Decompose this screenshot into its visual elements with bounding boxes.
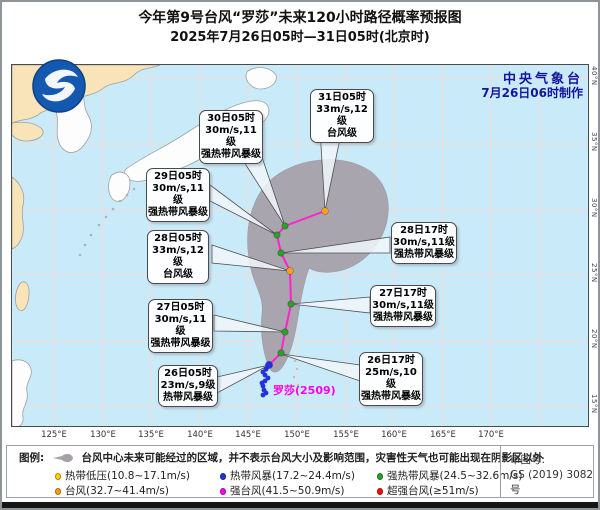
sts-dot-icon <box>377 473 383 480</box>
track-point-28d17h <box>277 249 285 257</box>
legend-title: 图例: <box>19 452 45 464</box>
land-china-coast <box>12 176 25 250</box>
approval-label: 审图号: <box>510 454 546 466</box>
super-ty-dot-icon <box>377 488 383 495</box>
legend-item-ty: 台风(32.7~41.4m/s) <box>55 483 169 498</box>
approval-number: GS (2019) 3082号 <box>510 469 594 496</box>
callout-27d17h: 27日17时 30m/s,11级 强热带风暴级 <box>370 285 436 327</box>
agency-issue-time: 7月26日06时制作 <box>481 86 583 100</box>
legend-cone-note: 台风中心未来可能经过的区域，并不表示台风大小及影响范围，灾害性天气也可能出现在阴… <box>81 452 544 464</box>
lat-tick-30n: 30°N <box>590 198 598 218</box>
callout-27d05h: 27日05时 30m/s,11级 强热带风暴级 <box>148 299 213 353</box>
track-point-30d05h <box>281 222 289 230</box>
lat-tick-15n: 15°N <box>590 394 598 414</box>
land-taiwan <box>15 281 30 312</box>
legend-panel: 图例: 台风中心未来可能经过的区域，并不表示台风大小及影响范围，灾害性天气也可能… <box>6 445 594 498</box>
lon-tick-155e: 155°E <box>333 430 359 440</box>
lat-tick-25n: 25°N <box>590 263 598 283</box>
callout-30d05h: 30日05时 30m/s,11级 强热带风暴级 <box>199 110 263 164</box>
ty-dot-icon <box>55 488 61 495</box>
lon-tick-125e: 125°E <box>41 430 67 440</box>
legend-item-ts: 热带风暴(17.2~24.4m/s) <box>220 468 355 483</box>
probability-cone <box>247 159 389 373</box>
lon-tick-150e: 150°E <box>284 430 310 440</box>
callout-31d05h: 31日05时 33m/s,12级 台风级 <box>310 89 374 143</box>
observed-track <box>259 366 271 398</box>
callout-28d05h: 28日05时 33m/s,12级 台风级 <box>147 230 209 284</box>
forecast-map: 中央气象台 7月26日06时制作 罗莎(2509) <box>11 64 589 427</box>
land-shandong <box>12 121 44 142</box>
lon-tick-145e: 145°E <box>235 430 261 440</box>
td-dot-icon <box>55 473 61 480</box>
track-point-26d05h <box>265 361 273 369</box>
lon-tick-140e: 140°E <box>187 430 213 440</box>
land-hokkaido <box>245 67 277 90</box>
figure-subtitle: 2025年7月26日05时—31日05时(北京时) <box>170 30 430 45</box>
figure-title: 今年第9号台风“罗莎”未来120小时路径概率预报图 <box>138 10 462 26</box>
lon-tick-160e: 160°E <box>381 430 407 440</box>
map-canvas <box>12 65 588 426</box>
legend-item-sts: 强热带风暴(24.5~32.6m/s) <box>377 468 523 483</box>
callout-26d05h: 26日05时 23m/s,9级 热带风暴级 <box>158 365 218 407</box>
track-point-27d17h <box>287 300 295 308</box>
callout-28d17h: 28日17时 30m/s,11级 强热带风暴级 <box>391 222 457 264</box>
cone-legend-icon <box>52 453 73 463</box>
lat-tick-40n: 40°N <box>590 66 598 86</box>
callout-29d05h: 29日05时 30m/s,11级 强热带风暴级 <box>146 168 210 222</box>
island-dots <box>78 187 299 386</box>
track-point-28d05h <box>286 267 294 275</box>
forecast-point-markers <box>265 207 329 369</box>
lat-tick-35n: 35°N <box>590 132 598 152</box>
lon-tick-130e: 130°E <box>90 430 116 440</box>
cma-logo-swirl <box>42 69 78 102</box>
lon-tick-135e: 135°E <box>138 430 164 440</box>
callout-leaders <box>209 128 391 394</box>
lon-tick-165e: 165°E <box>430 430 456 440</box>
map-approval-box: 审图号: GS (2019) 3082号 <box>500 445 597 498</box>
legend-item-td: 热带低压(10.8~17.1m/s) <box>55 468 190 483</box>
legend-item-super-ty: 超强台风(≥51m/s) <box>377 483 479 498</box>
lat-tick-20n: 20°N <box>590 329 598 349</box>
storm-name-label: 罗莎(2509) <box>273 384 336 397</box>
land-philippines <box>12 359 32 426</box>
track-point-26d17h <box>277 349 285 357</box>
callout-26d17h: 26日17时 25m/s,10级 强热带风暴级 <box>359 352 423 406</box>
lon-tick-170e: 170°E <box>478 430 504 440</box>
sty-dot-icon <box>220 488 226 495</box>
track-point-29d05h <box>273 231 281 239</box>
track-point-31d05h <box>321 207 329 215</box>
ts-dot-icon <box>220 473 226 480</box>
land-kyushu <box>108 171 131 202</box>
agency-name: 中央气象台 <box>502 72 583 87</box>
track-point-27d05h <box>281 328 289 336</box>
legend-item-sty: 强台风(41.5~50.9m/s) <box>220 483 345 498</box>
cma-logo-icon <box>32 59 86 113</box>
bottom-bar <box>2 502 598 508</box>
